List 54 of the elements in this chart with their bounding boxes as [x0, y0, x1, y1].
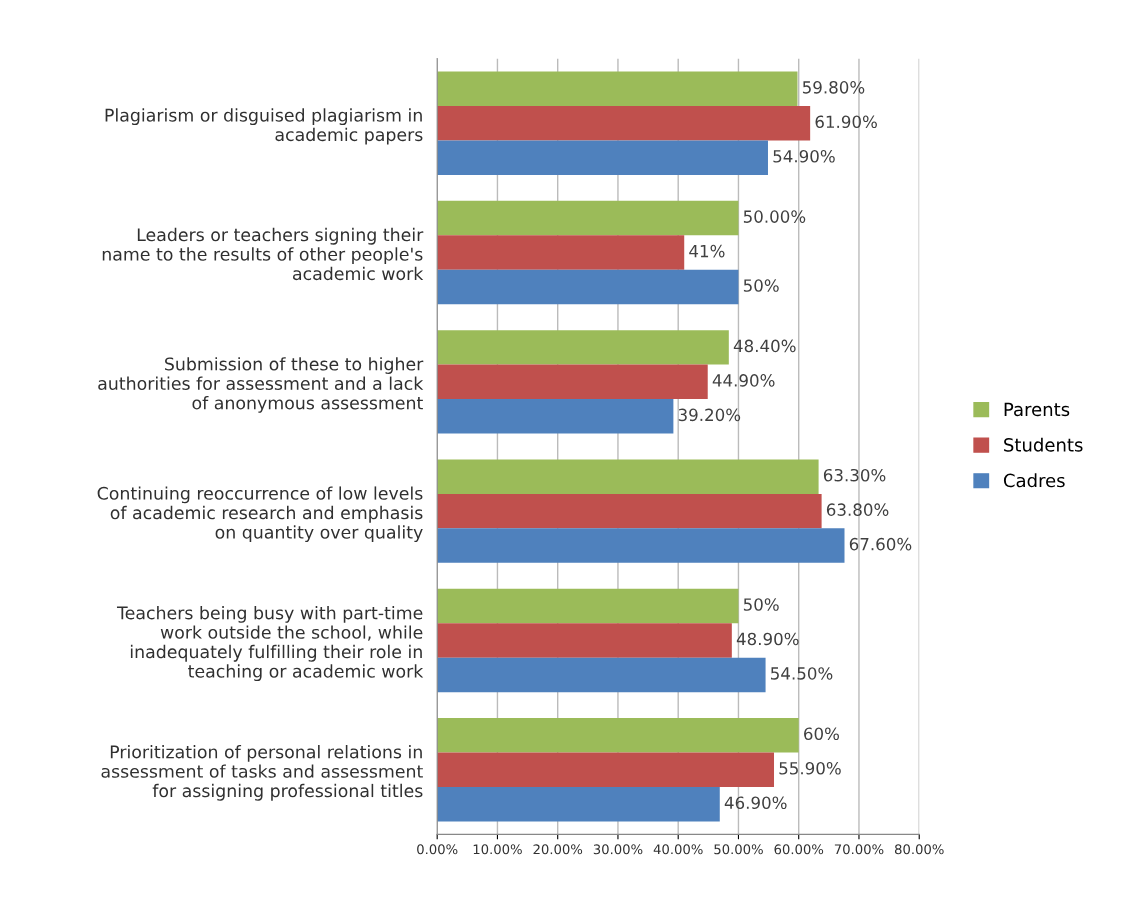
x-tick-label: 50.00%	[714, 844, 763, 855]
bar	[437, 657, 766, 693]
y-tick-label: Plagiarism or disguised plagiarism in academic papers	[105, 108, 423, 145]
data-label: 63.30%	[823, 468, 886, 482]
x-tick-label: 30.00%	[593, 844, 643, 855]
bar	[437, 71, 798, 107]
x-tick-label: 70.00%	[834, 844, 884, 855]
data-label: 54.90%	[773, 149, 835, 163]
bar	[437, 493, 822, 529]
data-label: 61.90%	[815, 115, 877, 129]
data-label: 59.80%	[802, 81, 865, 94]
bar	[437, 140, 768, 175]
data-label: 50.00%	[743, 210, 806, 223]
data-label: 39.20%	[678, 408, 741, 422]
y-tick-label: Teachers being busy with part-time work outside the school, while inadequately fulfilling their role in teaching or academic work	[116, 605, 424, 682]
bar	[437, 717, 799, 753]
x-tick-label: 20.00%	[533, 844, 583, 855]
x-tick-label: 0.00%	[417, 844, 458, 855]
bar	[437, 459, 819, 494]
data-label: 48.40%	[733, 339, 796, 353]
bar	[437, 106, 811, 141]
x-tick-label: 80.00%	[894, 844, 944, 855]
bar	[437, 786, 720, 822]
legend-label: Cadres	[1003, 473, 1065, 488]
y-tick-label: Submission of these to higher authorities for assessment and a lack of anonymous assessment	[98, 357, 424, 413]
bar	[437, 588, 739, 624]
y-tick-label: Leaders or teachers signing their name to the results of other people's academic work	[102, 227, 424, 281]
bar	[437, 364, 708, 400]
bar	[437, 623, 732, 658]
data-label: 63.80%	[826, 503, 889, 516]
bar	[437, 235, 685, 270]
bar	[437, 528, 845, 563]
data-label: 60%	[804, 727, 839, 741]
bar	[437, 269, 739, 305]
data-label: 48.90%	[736, 632, 799, 646]
data-label: 50%	[743, 598, 779, 611]
data-label: 46.90%	[724, 796, 787, 810]
bar	[437, 200, 739, 236]
x-tick-label: 10.00%	[473, 844, 522, 855]
x-tick-label: 40.00%	[653, 844, 703, 855]
data-label: 41%	[689, 244, 725, 258]
data-label: 54.50%	[771, 667, 833, 680]
legend-label: Parents	[1004, 402, 1070, 417]
x-tick-label: 60.00%	[774, 844, 824, 855]
bar	[437, 752, 775, 787]
data-label: 44.90%	[712, 374, 775, 387]
data-label: 67.60%	[849, 537, 912, 551]
data-label: 50%	[743, 279, 779, 292]
bar	[437, 399, 674, 434]
legend-label: Students	[1004, 437, 1083, 452]
data-label: 55.90%	[779, 761, 841, 775]
y-tick-label: Continuing reoccurrence of low levels of academic research and emphasis on quantity over quality	[97, 486, 423, 543]
y-tick-label: Prioritization of personal relations in assessment of tasks and assessment for assigning professional titles	[101, 744, 423, 801]
bar	[437, 330, 729, 365]
